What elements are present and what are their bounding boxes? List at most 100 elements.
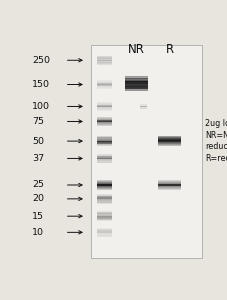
Bar [97, 110, 111, 111]
Bar [158, 181, 180, 182]
Bar [97, 145, 111, 146]
Bar [97, 119, 111, 120]
Bar [158, 186, 180, 187]
Text: 2ug loading
NR=Non-
reduced
R=reduced: 2ug loading NR=Non- reduced R=reduced [204, 119, 227, 163]
Text: 100: 100 [32, 102, 50, 111]
Bar [97, 57, 111, 58]
Bar [97, 61, 111, 62]
Bar [97, 83, 111, 84]
Bar [97, 154, 111, 155]
Bar [158, 137, 180, 138]
Bar [97, 233, 111, 234]
Bar [97, 61, 111, 62]
Bar [97, 232, 111, 233]
Bar [124, 89, 147, 90]
Bar [97, 181, 111, 182]
Bar [97, 123, 111, 124]
Bar [158, 184, 180, 185]
Bar [97, 184, 111, 185]
Text: 15: 15 [32, 212, 44, 221]
Bar [97, 117, 111, 118]
Bar [97, 218, 111, 219]
Bar [97, 144, 111, 145]
Text: 150: 150 [32, 80, 50, 89]
Bar [97, 212, 111, 213]
Text: 250: 250 [32, 56, 50, 65]
Bar [97, 103, 111, 104]
Bar [158, 187, 180, 188]
Bar [97, 57, 111, 58]
Bar [139, 107, 146, 108]
Bar [97, 83, 111, 84]
Bar [97, 121, 111, 122]
Bar [97, 104, 111, 105]
Bar [97, 140, 111, 141]
Bar [124, 78, 147, 79]
Bar [97, 102, 111, 103]
Bar [97, 155, 111, 156]
Bar [97, 217, 111, 218]
Bar [97, 139, 111, 140]
Bar [158, 188, 180, 189]
Bar [158, 180, 180, 181]
Bar [158, 142, 180, 143]
Bar [97, 196, 111, 197]
Bar [97, 143, 111, 144]
Bar [124, 86, 147, 87]
Text: NR: NR [127, 44, 144, 56]
Bar [97, 181, 111, 182]
Bar [97, 160, 111, 161]
Bar [158, 183, 180, 184]
Bar [97, 232, 111, 233]
Bar [97, 159, 111, 160]
Bar [158, 145, 180, 146]
Bar [139, 106, 146, 107]
Bar [97, 103, 111, 104]
Bar [97, 219, 111, 220]
Bar [97, 138, 111, 139]
Bar [124, 84, 147, 85]
Bar [97, 212, 111, 213]
Bar [97, 228, 111, 229]
Text: R: R [165, 44, 173, 56]
Bar [97, 231, 111, 232]
Bar [97, 141, 111, 142]
Bar [97, 60, 111, 61]
Bar [97, 84, 111, 85]
Bar [124, 90, 147, 91]
Bar [97, 110, 111, 111]
Text: 25: 25 [32, 181, 44, 190]
Bar [97, 108, 111, 109]
Bar [91, 45, 201, 258]
Bar [139, 107, 146, 108]
Bar [124, 85, 147, 86]
Bar [158, 187, 180, 188]
Bar [158, 189, 180, 190]
Bar [97, 214, 111, 215]
Bar [97, 63, 111, 64]
Bar [139, 104, 146, 105]
Bar [158, 181, 180, 182]
Bar [158, 145, 180, 146]
Bar [97, 60, 111, 61]
Bar [139, 103, 146, 104]
Bar [158, 184, 180, 185]
Bar [97, 58, 111, 59]
Bar [124, 85, 147, 86]
Bar [97, 106, 111, 107]
Bar [97, 154, 111, 155]
Bar [97, 194, 111, 195]
Bar [97, 187, 111, 188]
Bar [97, 140, 111, 141]
Bar [158, 143, 180, 144]
Bar [124, 86, 147, 87]
Bar [158, 185, 180, 186]
Bar [97, 180, 111, 181]
Bar [97, 230, 111, 231]
Bar [97, 160, 111, 161]
Bar [97, 213, 111, 214]
Bar [97, 84, 111, 85]
Bar [97, 88, 111, 89]
Text: 10: 10 [32, 228, 44, 237]
Bar [97, 230, 111, 231]
